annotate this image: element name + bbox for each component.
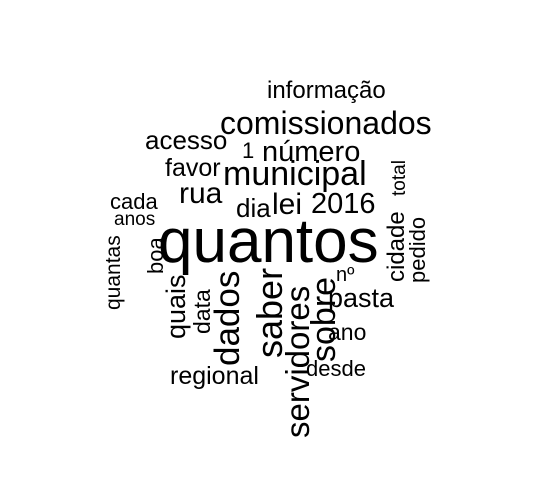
word-no: nº	[336, 264, 355, 286]
word-1: 1	[242, 138, 255, 163]
word-boa: boa	[143, 237, 168, 274]
word-acesso: acesso	[145, 125, 228, 155]
word-comissionados: comissionados	[220, 105, 432, 141]
word-favor: favor	[165, 154, 221, 182]
word-informacao: informação	[267, 77, 386, 104]
word-quantas: quantas	[102, 235, 125, 310]
word-2016: 2016	[311, 188, 376, 220]
word-pasta: pasta	[328, 283, 395, 313]
word-quantos: quantos	[158, 207, 379, 276]
word-dia: dia	[236, 193, 271, 223]
word-desde: desde	[306, 356, 366, 381]
word-anos: anos	[114, 209, 156, 230]
word-regional: regional	[170, 362, 259, 390]
word-municipal: municipal	[223, 155, 367, 193]
word-lei: lei	[272, 188, 303, 221]
word-rua: rua	[179, 177, 223, 210]
word-ano: ano	[328, 319, 367, 345]
word-cada: cada	[110, 189, 158, 214]
word-cidade: cidade	[383, 211, 410, 282]
word-sobre: sobre	[305, 276, 343, 362]
word-quais: quais	[161, 274, 191, 339]
word-dados: dados	[208, 270, 247, 366]
word-numero: número	[262, 136, 361, 168]
word-total: total	[389, 160, 410, 196]
word-pedido: pedido	[405, 216, 430, 283]
